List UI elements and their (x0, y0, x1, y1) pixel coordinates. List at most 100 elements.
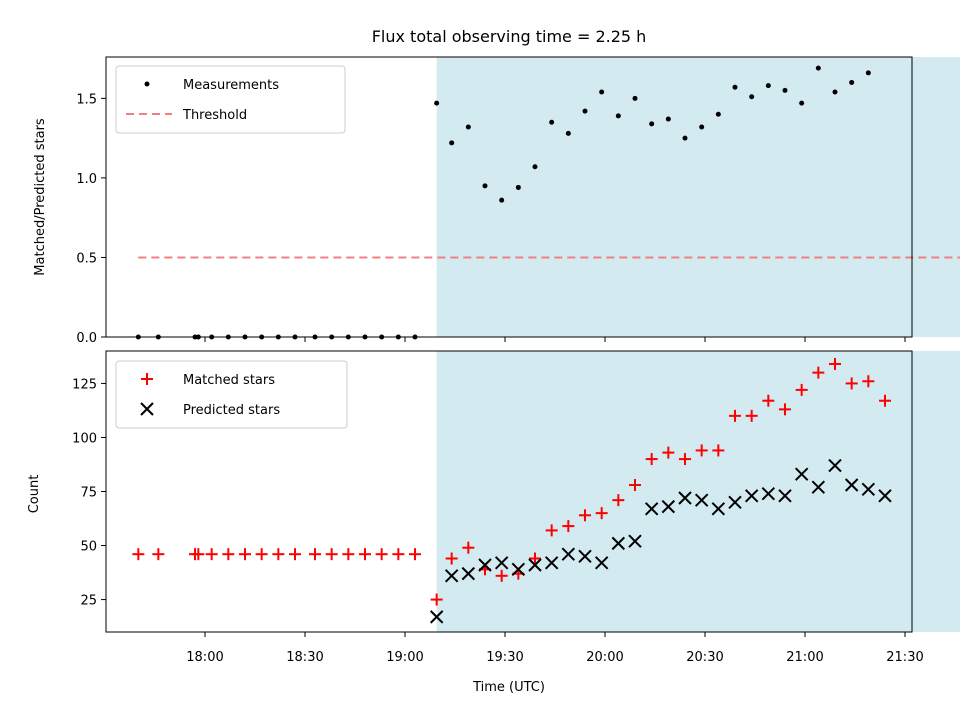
matched-star-point (712, 444, 725, 457)
predicted-star-point (444, 569, 459, 583)
matched-star-point (392, 548, 405, 561)
matched-star-point (579, 509, 591, 522)
matched-star-point (545, 524, 558, 537)
predicted-star-point (644, 502, 659, 516)
predicted-star-point (611, 536, 626, 551)
matched-star-point (375, 548, 388, 561)
predicted-star-point (478, 558, 492, 572)
x-tick-label: 20:30 (686, 650, 723, 665)
top-panel: 0.0 0.5 1.0 1.5 Flux total observing time =… (33, 27, 960, 346)
matched-star-point (695, 444, 708, 457)
matched-star-point (445, 552, 458, 565)
top-axes-frame (105, 56, 913, 338)
measurement-point (482, 183, 488, 189)
observing-interval-shade-top (436, 57, 960, 337)
matched-star-point (272, 548, 285, 561)
matched-star-point (409, 548, 421, 561)
measurement-point (632, 95, 638, 101)
predicted-star-point (628, 534, 642, 548)
bottom-legend: Matched stars Predicted stars (115, 360, 348, 429)
measurement-point (849, 79, 855, 85)
observing-interval-shade-bottom (436, 351, 960, 632)
matched-legend-marker (141, 373, 153, 385)
x-tick-label: 21:30 (886, 650, 923, 665)
measurement-point (582, 108, 588, 114)
top-y-ticks: 0.0 0.5 1.0 1.5 (76, 92, 106, 346)
measurement-point (499, 197, 505, 203)
predicted-star-point (494, 556, 509, 570)
matched-star-point (562, 520, 575, 533)
x-tick-label: 18:00 (186, 650, 223, 665)
predicted-star-point (578, 549, 592, 564)
matched-star-point (359, 548, 371, 561)
measurement-point (599, 89, 605, 95)
matched-star-point (612, 494, 625, 507)
measurement-point (765, 83, 771, 89)
matched-star-point (862, 375, 875, 388)
predicted-stars-points (429, 458, 892, 624)
predicted-star-point (794, 467, 809, 481)
matched-legend-label: Matched stars (183, 373, 275, 388)
measurement-point (715, 111, 721, 117)
top-legend-box (115, 65, 346, 134)
matched-star-point (595, 507, 608, 520)
matched-star-point (629, 479, 641, 492)
matched-star-point (289, 548, 301, 561)
top-y-tick-label: 0.0 (76, 331, 97, 346)
matched-star-point (829, 357, 841, 370)
matched-star-point (662, 446, 675, 459)
predicted-legend-marker (140, 402, 154, 416)
predicted-legend-label: Predicted stars (183, 403, 280, 418)
matched-star-point (152, 548, 165, 561)
measurement-point (815, 65, 821, 71)
measurement-point (799, 100, 805, 106)
predicted-star-point (678, 491, 692, 505)
predicted-star-point (761, 486, 776, 501)
bottom-y-ticks: 25 50 75 100 125 (72, 377, 106, 609)
x-tick-label: 21:00 (786, 650, 823, 665)
x-tick-label: 20:00 (586, 650, 623, 665)
matched-star-point (529, 552, 541, 565)
matched-star-point (812, 366, 825, 379)
x-axis-label: Time (UTC) (472, 680, 545, 695)
bottom-legend-box (115, 360, 348, 429)
bottom-y-tick-label: 125 (72, 377, 97, 392)
matched-star-point (239, 548, 251, 561)
matched-star-point (255, 548, 268, 561)
matched-star-point (192, 548, 205, 561)
measurement-point (699, 124, 705, 130)
matched-star-point (645, 453, 658, 466)
matched-star-point (342, 548, 355, 561)
measurements-legend-label: Measurements (183, 78, 279, 93)
matched-star-point (795, 383, 808, 396)
measurement-point (832, 89, 838, 95)
measurement-point (465, 124, 471, 130)
matched-star-point (729, 409, 741, 422)
top-y-tick-label: 1.0 (76, 172, 97, 187)
bottom-y-tick-label: 75 (80, 486, 97, 501)
top-y-tick-label: 0.5 (76, 251, 97, 266)
predicted-star-point (711, 502, 726, 516)
measurement-point (865, 70, 871, 76)
top-y-axis-label: Matched/Predicted stars (33, 118, 48, 276)
bottom-y-axis-label: Count (27, 475, 42, 514)
x-tick-label: 19:30 (486, 650, 523, 665)
predicted-star-point (661, 499, 676, 514)
predicted-star-point (461, 566, 476, 581)
predicted-star-point (811, 480, 826, 494)
measurement-point (682, 135, 688, 141)
measurement-point (732, 84, 738, 90)
matched-star-point (762, 394, 775, 407)
bottom-y-tick-label: 100 (72, 431, 97, 446)
matched-star-point (495, 569, 508, 582)
bottom-y-tick-label: 50 (80, 540, 97, 555)
measurements-legend-marker (144, 81, 150, 87)
measurement-point (782, 87, 788, 93)
threshold-legend-label: Threshold (182, 108, 247, 123)
predicted-star-point (694, 493, 709, 507)
measurement-point (515, 184, 521, 190)
matched-star-point (205, 548, 218, 561)
predicted-star-point (728, 495, 742, 510)
matched-star-point (222, 548, 235, 561)
